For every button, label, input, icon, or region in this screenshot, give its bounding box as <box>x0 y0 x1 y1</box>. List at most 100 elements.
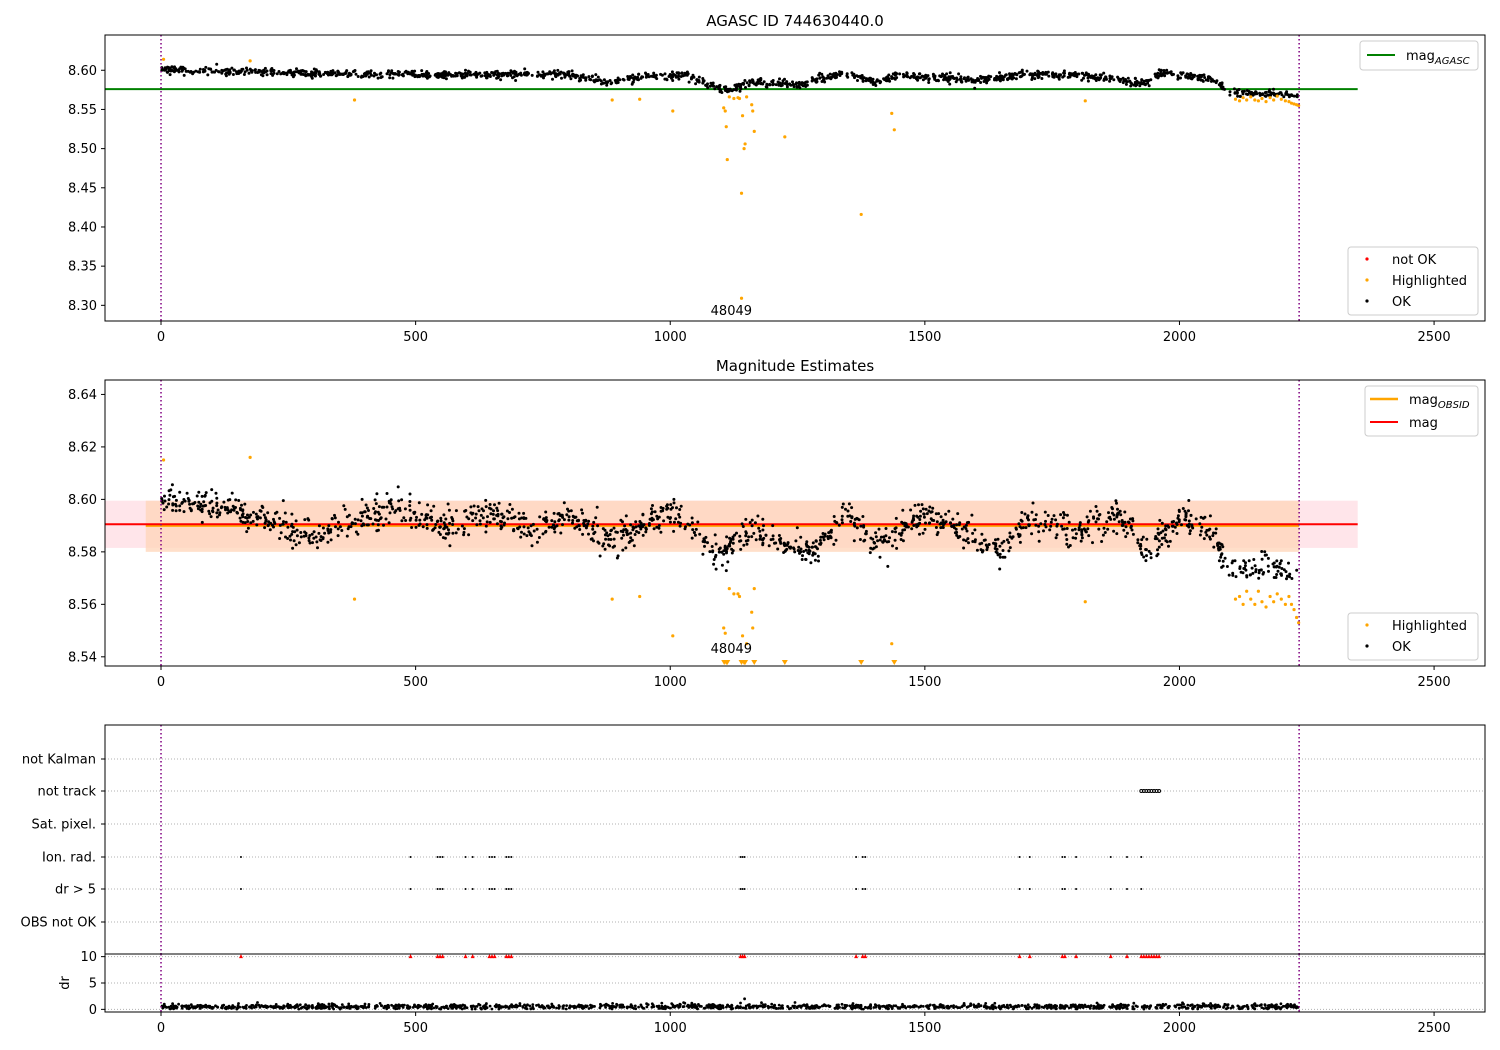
ok-point <box>1020 511 1024 514</box>
ok-point <box>848 514 852 518</box>
ok-point <box>278 523 282 527</box>
ok-point <box>486 515 489 519</box>
ok-point <box>480 507 484 511</box>
ok-point <box>373 518 377 522</box>
dr-point <box>823 1004 827 1007</box>
ok-point <box>603 547 607 551</box>
ok-point <box>930 518 934 522</box>
ok-point <box>425 526 429 530</box>
flag-point <box>491 888 494 890</box>
ok-point <box>656 517 660 521</box>
ok-point <box>1086 527 1090 531</box>
ok-point <box>356 75 360 78</box>
ok-point <box>467 69 470 73</box>
ok-point <box>831 74 835 77</box>
highlighted-point <box>1289 602 1294 606</box>
ok-point <box>365 506 369 510</box>
ok-point <box>234 498 238 502</box>
clipped-dr-marker <box>463 954 468 959</box>
panel-magnitude-estimates: Magnitude Estimates 0 500 1000 1500 2000 2500… <box>68 357 1486 690</box>
highlighted-point <box>1287 594 1291 599</box>
ok-point <box>750 535 754 539</box>
ok-point <box>311 73 315 77</box>
ok-point <box>1199 515 1203 519</box>
dr-point <box>1266 1004 1270 1008</box>
ok-point <box>744 539 748 543</box>
ok-point <box>592 79 596 83</box>
ok-point <box>717 547 721 551</box>
dr-point <box>1241 1005 1245 1009</box>
ok-point <box>1122 79 1126 83</box>
ok-point <box>858 538 862 541</box>
ok-point <box>271 523 274 527</box>
dr-point <box>861 1007 865 1011</box>
clipped-dr-marker <box>1017 954 1022 959</box>
ok-point <box>1125 531 1129 535</box>
ok-point <box>1271 91 1275 95</box>
dr-point <box>1052 1005 1055 1008</box>
ok-point <box>163 494 166 498</box>
ok-point <box>654 73 658 77</box>
dr-point <box>646 1003 650 1006</box>
ok-point <box>1199 529 1203 533</box>
ok-point <box>844 507 847 511</box>
ok-point <box>1054 72 1058 76</box>
ok-point <box>1141 535 1145 539</box>
ok-point <box>802 550 806 553</box>
ok-point <box>454 509 458 513</box>
ok-point <box>774 541 778 545</box>
ok-point <box>597 541 601 545</box>
ok-point <box>1214 81 1218 85</box>
ok-point <box>277 70 281 73</box>
dr-point <box>204 1003 208 1007</box>
ok-point <box>869 546 873 550</box>
dr-point <box>1005 1006 1009 1009</box>
ok-point <box>536 70 540 74</box>
dr-point <box>255 1003 258 1007</box>
dr-point <box>1012 1005 1015 1009</box>
ok-point <box>715 85 719 89</box>
ok-point <box>863 538 867 542</box>
ok-point <box>1257 576 1261 580</box>
ok-point <box>269 68 273 72</box>
ok-point <box>922 512 926 516</box>
ok-point <box>1259 568 1263 572</box>
dr-point <box>1102 1003 1106 1007</box>
ok-point <box>1139 547 1142 551</box>
ok-point <box>655 525 659 529</box>
ok-point <box>567 518 571 522</box>
ok-point <box>236 70 240 74</box>
highlighted-point <box>750 103 754 107</box>
ok-point <box>1102 71 1106 75</box>
highlighted-point <box>732 592 736 596</box>
ok-point <box>1133 80 1137 84</box>
ok-point <box>225 71 229 75</box>
flag-point <box>864 856 867 858</box>
ok-point <box>366 70 370 74</box>
ok-point <box>293 530 297 534</box>
ok-point <box>809 561 813 565</box>
ok-point <box>602 542 606 546</box>
dr-point <box>651 1003 655 1007</box>
ok-point <box>861 79 865 83</box>
ok-point <box>882 535 886 539</box>
ok-point <box>483 71 487 75</box>
legend-label-mag-agasc: magAGASC <box>1406 49 1470 67</box>
dr-point <box>352 1005 356 1009</box>
ok-point <box>208 512 212 516</box>
dr-point <box>728 1005 731 1009</box>
dr-point <box>548 1006 551 1010</box>
ok-point <box>1060 524 1064 528</box>
ok-point <box>286 525 290 529</box>
ok-point <box>391 76 395 80</box>
ok-point <box>171 502 175 506</box>
highlighted-point <box>161 57 166 61</box>
dr-point <box>840 1002 844 1006</box>
dr-point <box>802 1003 806 1007</box>
ok-point <box>865 77 868 81</box>
ok-point <box>1129 84 1133 88</box>
ok-point <box>845 72 849 76</box>
highlighted-point <box>1260 96 1264 101</box>
dr-point <box>347 1004 351 1008</box>
ok-point <box>1233 91 1237 95</box>
